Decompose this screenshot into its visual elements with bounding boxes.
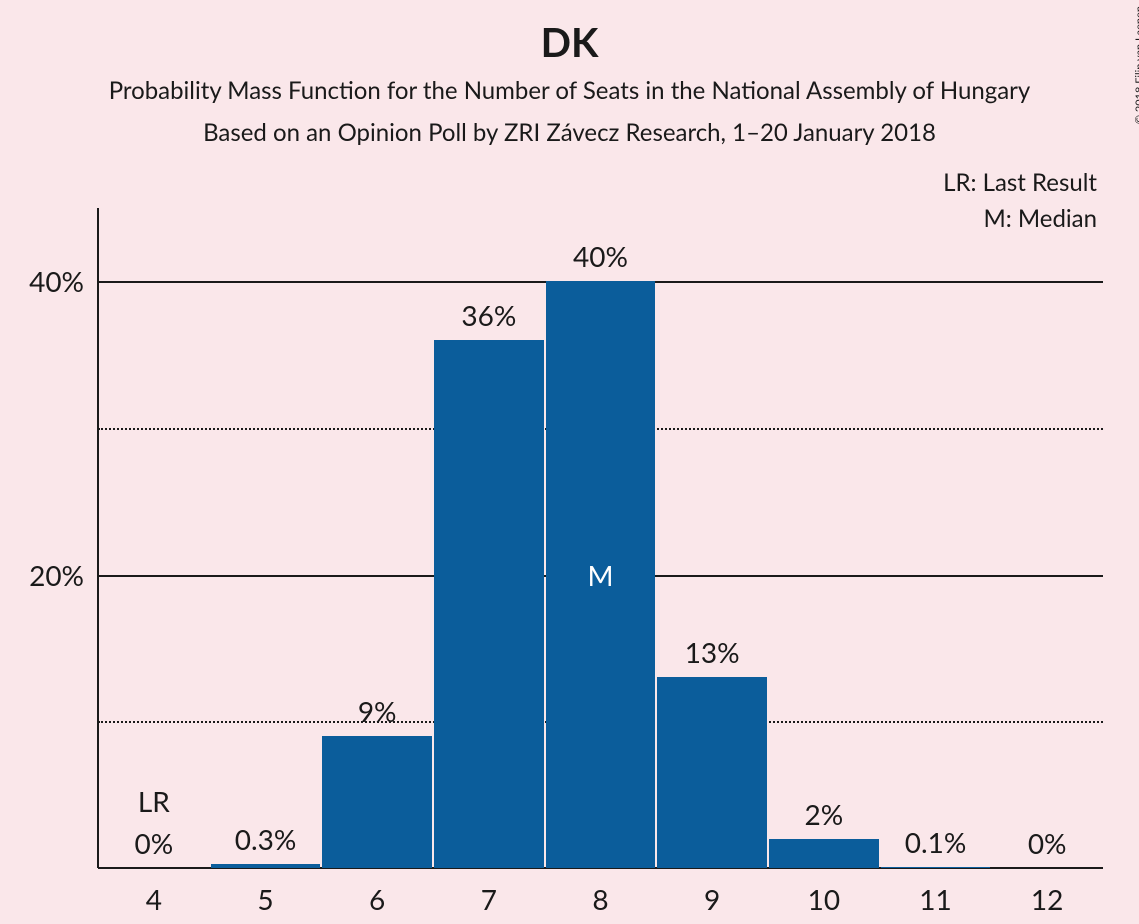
legend-median: M: Median <box>983 204 1097 233</box>
xtick-label: 7 <box>481 868 497 916</box>
bar-value-label: 0% <box>1028 826 1067 860</box>
bar <box>769 839 878 868</box>
bar-value-label: 2% <box>804 797 843 831</box>
bar-value-label: 0.3% <box>235 822 297 856</box>
bar-value-label: 0% <box>134 826 173 860</box>
copyright-text: © 2018 Filip van Laenen <box>1133 6 1139 124</box>
xtick-label: 8 <box>592 868 608 916</box>
bar-value-label: 40% <box>573 239 628 273</box>
chart-title: DK <box>0 18 1139 66</box>
bar-value-label: 36% <box>461 298 516 332</box>
bar <box>657 677 766 868</box>
bar-value-label: 9% <box>358 694 397 728</box>
last-result-marker: LR <box>138 784 170 818</box>
xtick-label: 6 <box>369 868 385 916</box>
xtick-label: 9 <box>704 868 720 916</box>
chart-subtitle-2: Based on an Opinion Poll by ZRI Závecz R… <box>0 118 1139 147</box>
legend-last-result: LR: Last Result <box>943 168 1097 197</box>
y-axis <box>97 208 99 868</box>
bar-value-label: 13% <box>685 635 740 669</box>
xtick-label: 11 <box>919 868 951 916</box>
chart-container: DK Probability Mass Function for the Num… <box>0 0 1139 924</box>
ytick-label: 20% <box>29 558 98 592</box>
bar-value-label: 0.1% <box>905 825 967 859</box>
xtick-label: 10 <box>808 868 840 916</box>
chart-subtitle-1: Probability Mass Function for the Number… <box>0 76 1139 105</box>
plot-area: 20%40%0%4LR0.3%59%636%740%8M13%92%100.1%… <box>98 208 1103 868</box>
xtick-label: 5 <box>257 868 273 916</box>
ytick-label: 40% <box>29 264 98 298</box>
xtick-label: 12 <box>1031 868 1063 916</box>
median-marker: M <box>588 558 614 592</box>
bar <box>322 736 431 868</box>
xtick-label: 4 <box>146 868 162 916</box>
bar <box>434 340 543 868</box>
